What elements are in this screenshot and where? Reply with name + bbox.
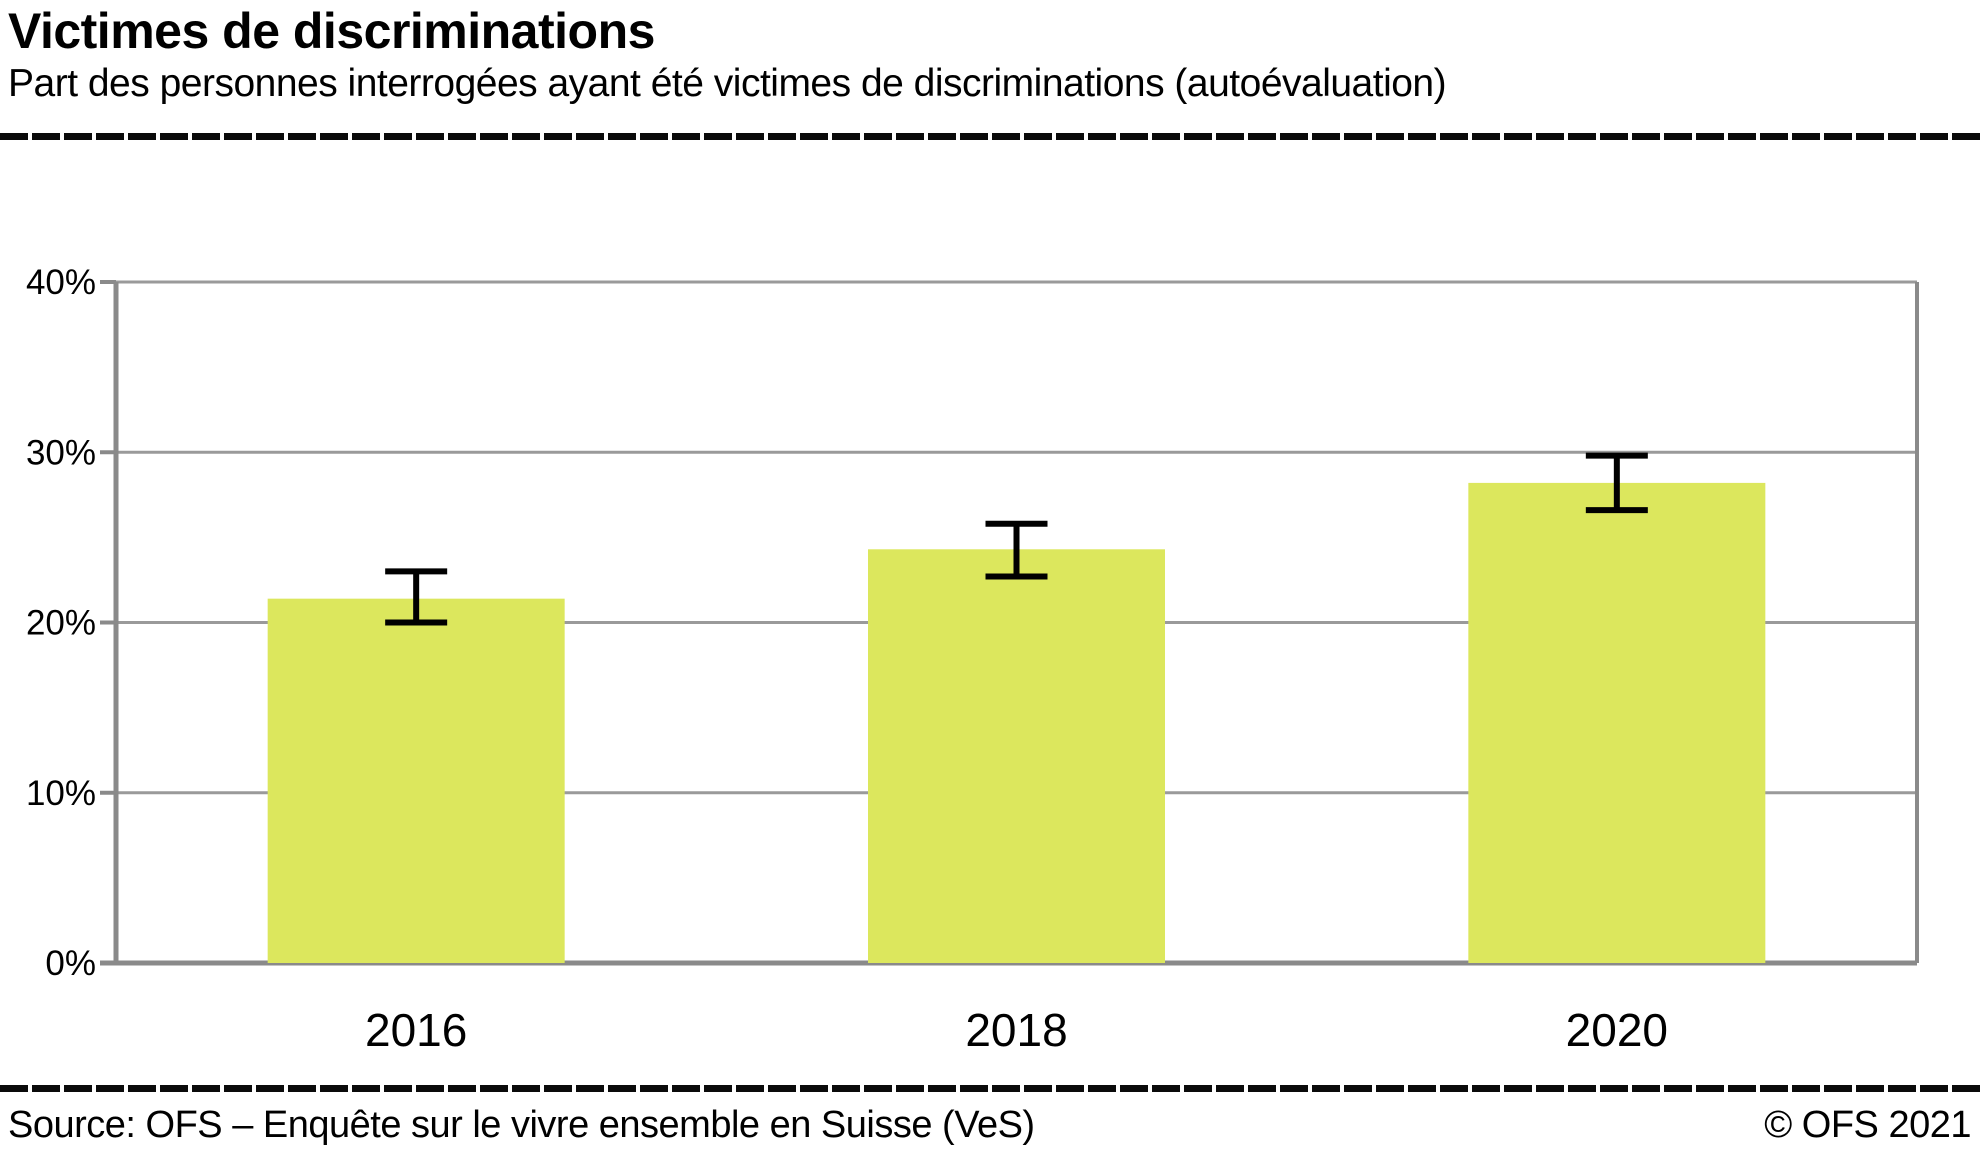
- top-divider: [0, 133, 1983, 140]
- y-tick-label-0%: 0%: [45, 944, 96, 983]
- bar-2016: [267, 598, 565, 963]
- bar-2018: [868, 549, 1165, 963]
- y-tick-label-10%: 10%: [26, 774, 96, 813]
- source-text: Source: OFS – Enquête sur le vivre ensem…: [8, 1104, 1035, 1146]
- bottom-divider: [0, 1085, 1983, 1092]
- y-tick-label-20%: 20%: [26, 604, 96, 643]
- x-tick-label-2018: 2018: [965, 1004, 1067, 1056]
- y-tick-label-30%: 30%: [26, 433, 96, 472]
- page-title: Victimes de discriminations: [8, 3, 655, 59]
- footer: Source: OFS – Enquête sur le vivre ensem…: [8, 1104, 1971, 1147]
- copyright-text: © OFS 2021: [1764, 1104, 1971, 1146]
- bar-2020: [1468, 482, 1766, 963]
- x-tick-label-2020: 2020: [1566, 1004, 1668, 1056]
- page-subtitle: Part des personnes interrogées ayant été…: [8, 62, 1447, 105]
- x-tick-label-2016: 2016: [365, 1004, 467, 1056]
- y-tick-label-40%: 40%: [26, 263, 96, 302]
